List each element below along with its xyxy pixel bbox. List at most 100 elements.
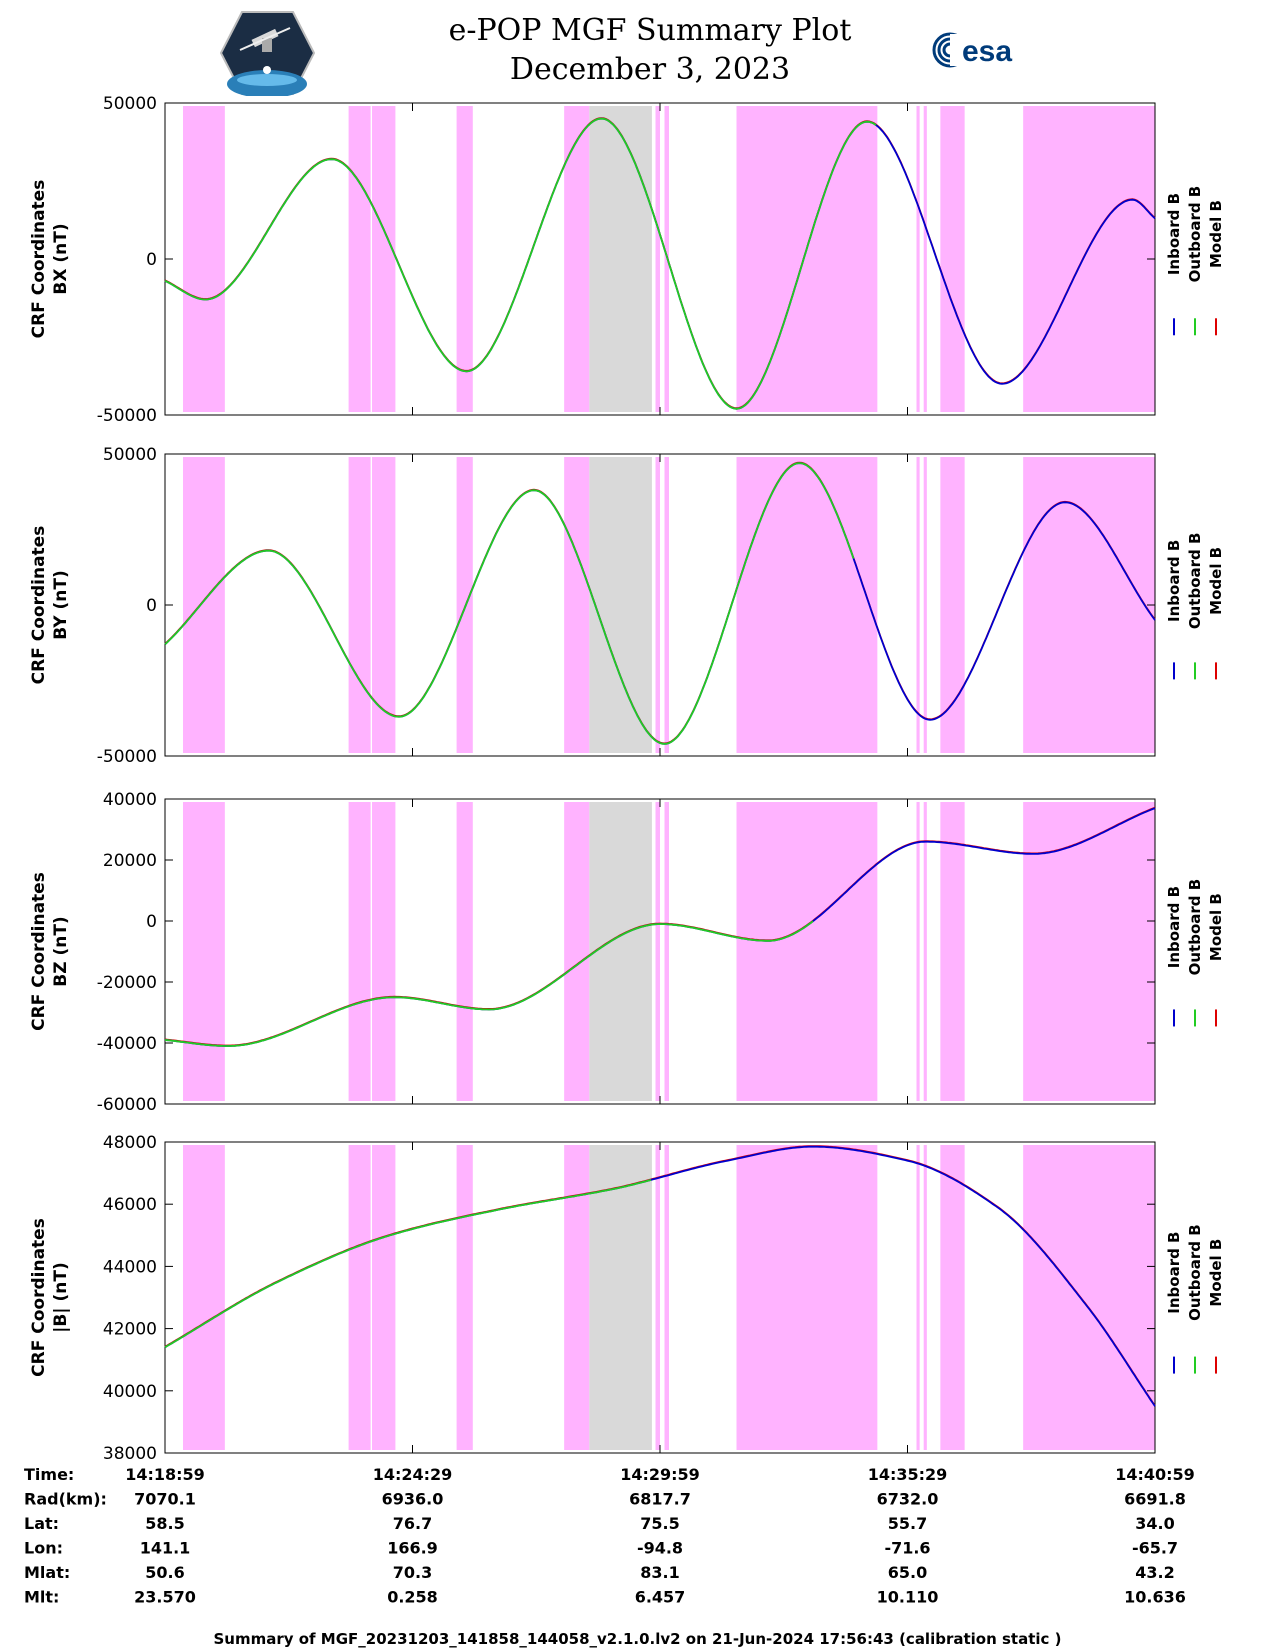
flag-band-magenta <box>372 457 396 753</box>
ephemeris-value: 6.457 <box>635 1588 686 1607</box>
ephemeris-value: 55.7 <box>888 1514 927 1533</box>
flag-band-magenta <box>1023 457 1155 753</box>
footer-caption: Summary of MGF_20231203_141858_144058_v2… <box>213 1630 1062 1648</box>
legend-label: Model B <box>1207 547 1225 615</box>
ephemeris-value: -65.7 <box>1132 1539 1178 1558</box>
flag-band-magenta <box>916 1145 920 1450</box>
y-axis-label: CRF Coordinates <box>29 526 49 685</box>
ephemeris-value: 14:35:29 <box>868 1465 948 1484</box>
flag-band-magenta <box>564 106 590 412</box>
flag-band-gray <box>589 802 652 1101</box>
y-tick-label: 42000 <box>103 1320 157 1340</box>
ephemeris-value: 10.110 <box>877 1588 939 1607</box>
legend-label: Outboard B <box>1186 879 1204 976</box>
flag-band-magenta <box>183 106 225 412</box>
y-axis-label: CRF Coordinates <box>29 872 49 1031</box>
y-tick-label: 40000 <box>103 1382 157 1402</box>
flag-band-magenta <box>456 106 473 412</box>
panel-3: -60000 -40000 -20000 0 20000 40000 CRF Coordin… <box>29 790 1225 1115</box>
ephemeris-row-label: Mlat: <box>24 1563 70 1582</box>
flag-band-magenta <box>183 457 225 753</box>
y-tick-label: -60000 <box>97 1095 157 1115</box>
flag-band-magenta <box>923 106 927 412</box>
y-tick-label: 0 <box>146 250 157 270</box>
flag-band-magenta <box>655 106 660 412</box>
ephemeris-value: 23.570 <box>134 1588 196 1607</box>
ephemeris-value: 34.0 <box>1135 1514 1174 1533</box>
flag-band-magenta <box>916 802 920 1101</box>
panel-2: -50000 0 50000 CRF Coordinates BY (nT) Inboar… <box>29 445 1225 767</box>
legend-label: Inboard B <box>1165 886 1183 968</box>
flag-band-magenta <box>940 106 965 412</box>
flag-band-magenta <box>372 802 396 1101</box>
ephemeris-value: 75.5 <box>640 1514 679 1533</box>
y-tick-label: -20000 <box>97 973 157 993</box>
series-outboard-b <box>164 117 877 410</box>
flag-band-magenta <box>372 1145 396 1450</box>
flag-band-magenta <box>655 1145 660 1450</box>
y-tick-label: -40000 <box>97 1034 157 1054</box>
y-tick-label: 0 <box>146 596 157 616</box>
y-tick-label: 50000 <box>103 445 157 465</box>
flag-band-magenta <box>183 802 225 1101</box>
panel-1: -50000 0 50000 CRF Coordinates BX (nT) Inboar… <box>29 94 1225 426</box>
flag-band-magenta <box>655 802 660 1101</box>
y-axis-label: BY (nT) <box>51 570 71 640</box>
page-date: December 3, 2023 <box>509 52 791 87</box>
ephemeris-row-label: Mlt: <box>24 1588 59 1607</box>
flag-band-gray <box>589 1145 652 1450</box>
y-tick-label: 0 <box>146 912 157 932</box>
legend-label: Inboard B <box>1165 1232 1183 1314</box>
legend-label: Inboard B <box>1165 540 1183 622</box>
flag-band-magenta <box>372 106 396 412</box>
y-axis-label: CRF Coordinates <box>29 180 49 339</box>
legend-label: Outboard B <box>1186 1224 1204 1321</box>
flag-band-magenta <box>456 457 473 753</box>
ephemeris-value: 141.1 <box>140 1539 191 1558</box>
y-axis-label: CRF Coordinates <box>29 1218 49 1377</box>
esa-logo-icon: esa <box>932 32 1012 68</box>
flag-band-magenta <box>736 106 878 412</box>
series-outboard-b <box>164 1179 652 1349</box>
ephemeris-value: 43.2 <box>1135 1563 1174 1582</box>
legend-label: Outboard B <box>1186 186 1204 283</box>
y-axis-label: BX (nT) <box>51 223 71 294</box>
ephemeris-value: 65.0 <box>888 1563 927 1582</box>
flag-band-magenta <box>664 1145 669 1450</box>
ephemeris-row-label: Time: <box>24 1465 74 1484</box>
flag-band-magenta <box>940 802 965 1101</box>
y-tick-label: 38000 <box>103 1444 157 1464</box>
y-tick-label: 48000 <box>103 1133 157 1153</box>
flag-band-magenta <box>348 1145 371 1450</box>
flag-band-magenta <box>736 802 878 1101</box>
ephemeris-value: 6732.0 <box>877 1490 939 1509</box>
ephemeris-value: -94.8 <box>637 1539 683 1558</box>
flag-band-magenta <box>736 457 878 753</box>
y-tick-label: 44000 <box>103 1257 157 1277</box>
flag-band-magenta <box>456 1145 473 1450</box>
flag-band-magenta <box>916 106 920 412</box>
legend-label: Outboard B <box>1186 533 1204 630</box>
ephemeris-value: 14:18:59 <box>125 1465 205 1484</box>
series-outboard-b <box>164 462 855 745</box>
flag-band-magenta <box>916 457 920 753</box>
flag-band-magenta <box>1023 802 1155 1101</box>
flag-band-magenta <box>923 457 927 753</box>
flag-band-magenta <box>923 1145 927 1450</box>
series-outboard-b <box>164 920 814 1047</box>
y-axis-label: |B| (nT) <box>51 1262 71 1333</box>
ephemeris-value: 10.636 <box>1124 1588 1186 1607</box>
y-tick-label: -50000 <box>97 747 157 767</box>
ephemeris-value: 7070.1 <box>134 1490 196 1509</box>
ephemeris-row-label: Rad(km): <box>24 1490 107 1509</box>
satellite-logo-icon <box>220 11 315 96</box>
flag-band-magenta <box>664 802 669 1101</box>
legend-label: Model B <box>1207 200 1225 268</box>
flag-band-magenta <box>348 106 371 412</box>
ephemeris-value: -71.6 <box>884 1539 930 1558</box>
panel-4: 38000 40000 42000 44000 46000 48000 CRF Coordi… <box>29 1133 1225 1464</box>
ephemeris-value: 0.258 <box>387 1588 438 1607</box>
flag-band-magenta <box>564 457 590 753</box>
y-tick-label: -50000 <box>97 406 157 426</box>
